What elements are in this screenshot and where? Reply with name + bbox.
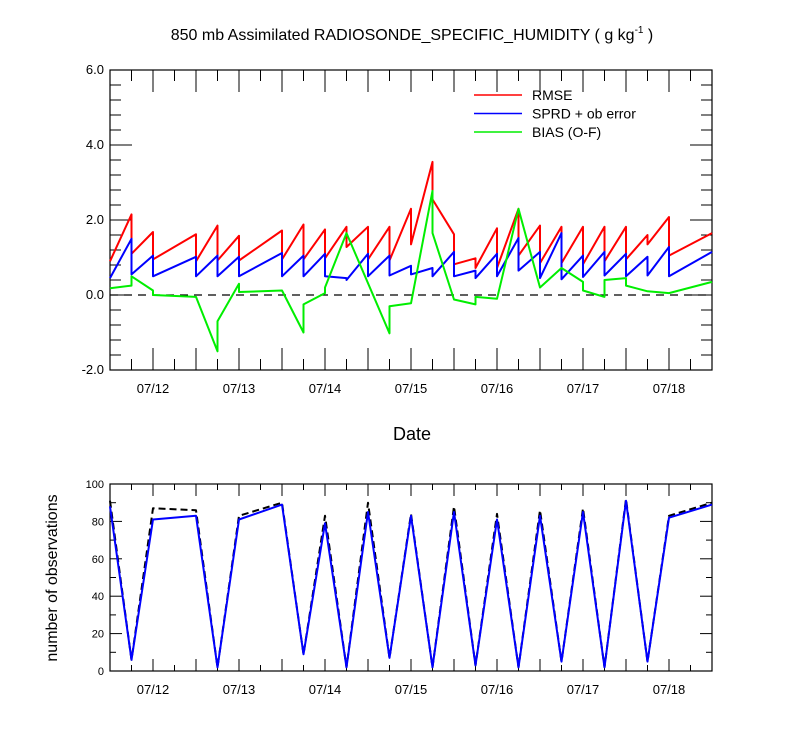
x-tick-label: 07/17 (567, 381, 600, 396)
y-tick-label: 40 (92, 591, 104, 603)
y-tick-label: 0 (98, 666, 104, 678)
top-panel: 07/12 07/13 07/14 07/15 07/16 07/17 07/18 -2.0 0… (82, 62, 713, 396)
legend-label: SPRD + ob error (532, 106, 636, 122)
y-tick-label: 4.0 (86, 137, 104, 152)
x-tick-label: 07/16 (481, 682, 514, 697)
x-tick-label: 07/15 (395, 682, 428, 697)
x-tick-label: 07/18 (653, 682, 686, 697)
plot-frame (109, 483, 713, 672)
series-line-sprd-ob-error (109, 232, 713, 281)
x-tick-label: 07/13 (223, 682, 256, 697)
x-tick-label: 07/14 (309, 682, 342, 697)
y-axis-label: number of observations (44, 494, 61, 661)
x-tick-label: 07/14 (309, 381, 342, 396)
x-tick-label: 07/16 (481, 381, 514, 396)
x-tick-label: 07/12 (137, 682, 170, 697)
y-tick-label: 2.0 (86, 212, 104, 227)
y-tick-label: 20 (92, 629, 104, 641)
x-tick-label: 07/13 (223, 381, 256, 396)
legend-label: RMSE (532, 87, 572, 103)
bottom-panel: 07/12 07/13 07/14 07/15 07/16 07/17 07/18 0 20 40… (86, 479, 713, 697)
y-tick-label: 6.0 (86, 62, 104, 77)
x-tick-label: 07/17 (567, 682, 600, 697)
y-tick-label: 100 (86, 479, 104, 491)
series-line-assimilated (109, 499, 713, 669)
chart-title: 850 mb Assimilated RADIOSONDE_SPECIFIC_H… (171, 25, 654, 44)
y-tick-label: -2.0 (82, 362, 104, 377)
y-tick-label: 0.0 (86, 287, 104, 302)
series-line-bias-o-f (109, 189, 713, 353)
x-axis-label: Date (393, 424, 431, 444)
x-tick-label: 07/15 (395, 381, 428, 396)
legend-label: BIAS (O-F) (532, 124, 601, 140)
x-tick-label: 07/18 (653, 381, 686, 396)
x-tick-label: 07/12 (137, 381, 170, 396)
y-tick-label: 80 (92, 516, 104, 528)
series-line-total (109, 498, 713, 669)
series-line-rmse (109, 160, 713, 269)
y-tick-label: 60 (92, 554, 104, 566)
